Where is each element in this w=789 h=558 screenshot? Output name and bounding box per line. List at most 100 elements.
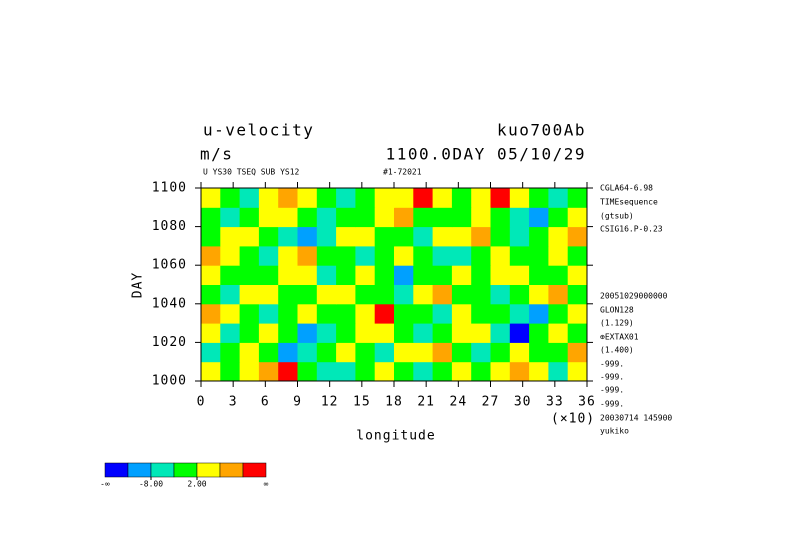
heat-cell (374, 226, 395, 247)
heat-cell (201, 265, 221, 285)
heat-cell (509, 361, 530, 382)
heat-cell (413, 265, 434, 285)
heat-cell (471, 265, 491, 285)
heat-cell (490, 226, 511, 247)
heat-cell (239, 284, 260, 305)
colorbar-box (173, 462, 198, 478)
heat-cell (316, 342, 337, 363)
heat-cell (297, 207, 318, 228)
heat-cell (374, 245, 395, 266)
heat-cell (374, 265, 395, 285)
heat-cell (394, 323, 414, 343)
info-line: -999. (600, 373, 624, 382)
heat-cell (394, 245, 414, 266)
heat-cell (529, 207, 549, 228)
info-line: -999. (600, 360, 624, 369)
heat-cell (278, 207, 298, 228)
heat-cell (490, 361, 511, 382)
heat-cell (451, 245, 472, 266)
y-tick-label: 1020 (152, 335, 187, 350)
heat-cell (529, 188, 549, 208)
heat-cell (394, 226, 414, 247)
heat-cell (336, 265, 356, 285)
heat-cell (258, 303, 279, 324)
heat-cell (297, 323, 318, 343)
heat-cell (297, 284, 318, 305)
heat-cell (374, 284, 395, 305)
colorbar-box (196, 462, 221, 478)
heat-cell (374, 361, 395, 382)
heat-cell (471, 323, 491, 343)
heat-cell (336, 284, 356, 305)
heat-cell (567, 207, 588, 228)
info-line: (1.129) (600, 319, 634, 328)
heat-cell (297, 303, 318, 324)
heat-cell (471, 303, 491, 324)
heat-cell (490, 323, 511, 343)
heat-cell (490, 342, 511, 363)
heat-cell (490, 265, 511, 285)
heat-cell (278, 188, 298, 208)
x-tick-label: 9 (293, 395, 302, 410)
x-tick-label: 36 (578, 395, 596, 410)
heat-cell (413, 323, 434, 343)
heat-cell (316, 323, 337, 343)
colorbar-box (104, 462, 129, 478)
heat-cell (509, 226, 530, 247)
heat-cell (432, 207, 453, 228)
info-line: yukiko (600, 427, 629, 436)
heat-cell (258, 188, 279, 208)
heat-cell (201, 207, 221, 228)
x-tick-label: 18 (385, 395, 403, 410)
heat-cell (239, 342, 260, 363)
heat-cell (336, 342, 356, 363)
heat-cell (355, 245, 376, 266)
heat-cell (278, 361, 298, 382)
heat-cell (201, 226, 221, 247)
info-line: (gtsub) (600, 212, 634, 221)
heat-cell (529, 284, 549, 305)
x-tick-label: 27 (482, 395, 500, 410)
heat-cell (336, 303, 356, 324)
heat-cell (336, 207, 356, 228)
x-tick-label: 0 (197, 395, 206, 410)
heat-cell (239, 361, 260, 382)
info-line: -999. (600, 400, 624, 409)
heat-cell (567, 361, 588, 382)
run-name: kuo700Ab (497, 121, 586, 140)
heat-cell (374, 207, 395, 228)
heat-cell (471, 361, 491, 382)
subtitle: U YS30 TSEQ SUB YS12 (203, 168, 300, 177)
heat-cell (258, 361, 279, 382)
heat-cell (258, 284, 279, 305)
heat-cell (451, 342, 472, 363)
heat-cell (529, 226, 549, 247)
heat-cell (490, 188, 511, 208)
heat-cell (201, 303, 221, 324)
heat-cell (567, 245, 588, 266)
heat-cell (355, 342, 376, 363)
heat-cell (394, 303, 414, 324)
y-tick-label: 1060 (152, 258, 187, 273)
heat-cell (374, 303, 395, 324)
heat-cell (394, 265, 414, 285)
heat-cell (394, 342, 414, 363)
heat-cell (258, 245, 279, 266)
heat-cell (432, 303, 453, 324)
heat-cell (548, 226, 569, 247)
heat-cell (278, 245, 298, 266)
heat-cell (451, 188, 472, 208)
heat-cell (451, 361, 472, 382)
heat-cell (432, 265, 453, 285)
heat-cell (548, 323, 569, 343)
heat-cell (239, 226, 260, 247)
heat-cell (278, 342, 298, 363)
heat-cell (413, 226, 434, 247)
heat-cell (316, 207, 337, 228)
heat-cell (220, 226, 241, 247)
info-line: GLON128 (600, 306, 634, 315)
heat-cell (432, 226, 453, 247)
heat-cell (394, 284, 414, 305)
x-tick-label: 12 (321, 395, 339, 410)
